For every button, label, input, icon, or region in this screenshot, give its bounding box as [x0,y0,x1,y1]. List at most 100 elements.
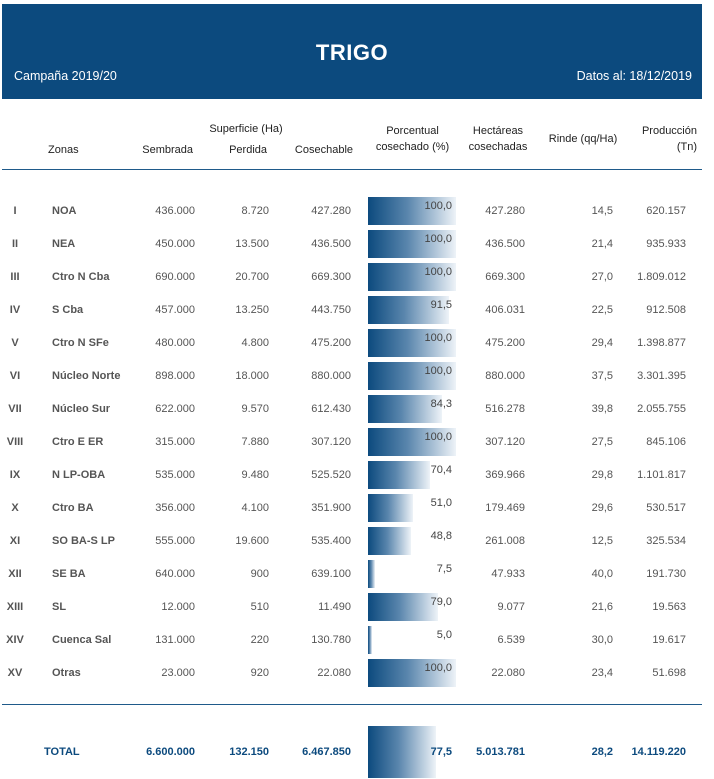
zone-number: XIII [6,601,24,613]
cosechable-cell: 443.750 [311,304,351,316]
cosechable-cell: 11.490 [318,601,351,613]
rinde-cell: 27,5 [591,436,613,448]
table-row: III Ctro N Cba 690.000 20.700 669.300 669.300… [0,261,714,294]
rinde-cell: 29,4 [591,337,613,349]
pct-bar [368,527,411,555]
pct-bar [368,560,375,588]
pct-label: 5,0 [436,629,452,641]
pct-bar [368,428,456,456]
produccion-cell: 19.563 [652,601,686,613]
produccion-cell: 2.055.755 [637,403,686,415]
cosechable-cell: 525.520 [311,469,351,481]
zone-number: X [11,502,19,514]
pct-label: 100,0 [424,200,452,212]
pct-label: 91,5 [430,299,452,311]
col-header-sembrada: Sembrada [142,144,193,156]
perdida-cell: 19.600 [235,535,269,547]
pct-label: 100,0 [424,233,452,245]
table-row: XI SO BA-S LP 555.000 19.600 535.400 261.008 1… [0,525,714,558]
hectareas-cell: 307.120 [485,436,525,448]
zone-name: NOA [52,205,77,217]
perdida-cell: 13.250 [235,304,269,316]
pct-bar [368,593,438,621]
zone-name: Núcleo Sur [52,403,111,415]
hectareas-cell: 436.500 [485,238,525,250]
produccion-cell: 1.101.817 [637,469,686,481]
col-header-porcentual-line2: cosechado (%) [375,141,450,153]
zone-name: S Cba [52,304,84,316]
pct-bar [368,626,373,654]
total-perdida: 132.150 [229,746,269,758]
zone-name: SE BA [52,568,86,580]
rinde-cell: 29,6 [591,502,613,514]
sembrada-cell: 356.000 [155,502,195,514]
table-row: XIV Cuenca Sal 131.000 220 130.780 6.539 30,0 1… [0,624,714,657]
total-divider [2,704,702,705]
zone-number: XIV [6,634,24,646]
data-date-label: Datos al: 18/12/2019 [576,69,692,83]
cosechable-cell: 639.100 [311,568,351,580]
zone-number: VI [9,370,21,382]
cosechable-cell: 669.300 [311,271,351,283]
zone-number: VII [8,403,22,415]
pct-bar [368,296,449,324]
header-divider [2,169,702,170]
zone-number: I [13,205,17,217]
zone-name: Cuenca Sal [52,634,112,646]
rinde-cell: 21,6 [591,601,613,613]
zone-name: Ctro BA [52,502,94,514]
col-header-hectareas: Hectáreas cosechadas [462,123,534,155]
rinde-cell: 22,5 [591,304,613,316]
campaign-label: Campaña 2019/20 [14,69,117,83]
zone-number: IV [9,304,21,316]
pct-bar [368,197,456,225]
pct-label: 100,0 [424,431,452,443]
zone-number: XII [8,568,22,580]
sembrada-cell: 535.000 [155,469,195,481]
table-row: II NEA 450.000 13.500 436.500 436.500 21,4 935.… [0,228,714,261]
zone-name: N LP-OBA [52,469,106,481]
rinde-cell: 27,0 [591,271,613,283]
pct-bar [368,494,413,522]
perdida-cell: 4.100 [241,502,269,514]
produccion-cell: 325.534 [646,535,686,547]
cosechable-cell: 475.200 [311,337,351,349]
total-rinde: 28,2 [591,746,613,758]
produccion-cell: 191.730 [646,568,686,580]
produccion-cell: 19.617 [652,634,686,646]
hectareas-cell: 880.000 [485,370,525,382]
cosechable-cell: 535.400 [311,535,351,547]
zone-name: Ctro N Cba [52,271,110,283]
col-header-superficie: Superficie (Ha) [209,123,283,135]
sembrada-cell: 315.000 [155,436,195,448]
cosechable-cell: 436.500 [311,238,351,250]
cosechable-cell: 130.780 [311,634,351,646]
col-header-porcentual-line1: Porcentual [386,125,439,137]
pct-label: 79,0 [430,596,452,608]
pct-bar [368,362,456,390]
cosechable-cell: 351.900 [311,502,351,514]
produccion-cell: 845.106 [646,436,686,448]
perdida-cell: 900 [250,568,269,580]
produccion-cell: 530.517 [646,502,686,514]
perdida-cell: 220 [250,634,269,646]
zone-number: V [11,337,19,349]
cosechable-cell: 22.080 [317,667,351,679]
hectareas-cell: 22.080 [491,667,525,679]
perdida-cell: 8.720 [241,205,269,217]
total-hectareas: 5.013.781 [476,746,525,758]
hectareas-cell: 179.469 [485,502,525,514]
page-title: TRIGO [315,40,389,65]
col-header-hectareas-line2: cosechadas [468,141,528,153]
col-header-produccion-line1: Producción [641,125,697,137]
hectareas-cell: 369.966 [485,469,525,481]
produccion-cell: 1.809.012 [637,271,686,283]
zone-number: IX [9,469,21,481]
zone-number: VIII [6,436,24,448]
produccion-cell: 3.301.395 [637,370,686,382]
hectareas-cell: 516.278 [485,403,525,415]
col-header-produccion: Producción (Tn) [620,123,697,155]
sembrada-cell: 457.000 [155,304,195,316]
cosechable-cell: 880.000 [311,370,351,382]
col-header-cosechable: Cosechable [294,144,353,156]
